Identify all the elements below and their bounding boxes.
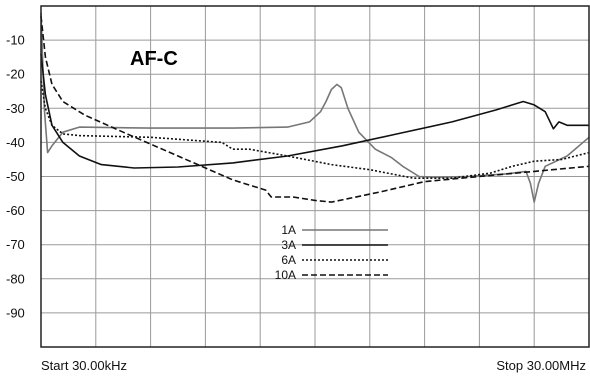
y-tick-label: -20: [6, 67, 25, 82]
y-tick-label: -70: [6, 237, 25, 252]
y-tick-label: -50: [6, 169, 25, 184]
x-start-label: Start 30.00kHz: [41, 358, 127, 373]
chart-title: AF-C: [130, 48, 178, 70]
y-tick-label: -30: [6, 101, 25, 116]
series-lines: [40, 12, 590, 203]
legend-label: 6A: [281, 253, 296, 267]
y-tick-label: -90: [6, 305, 25, 320]
series-line-3a: [40, 53, 589, 169]
grid: [41, 6, 589, 347]
y-tick-label: -40: [6, 135, 25, 150]
y-tick-label: -80: [6, 271, 25, 286]
y-axis-ticks: -10 -20 -30 -40 -50 -60 -70 -80 -90: [6, 33, 25, 321]
legend-label: 10A: [275, 268, 296, 282]
frequency-response-chart: -10 -20 -30 -40 -50 -60 -70 -80 -90 AF-C 1A3A6A1…: [6, 5, 590, 348]
plot-border: [40, 5, 590, 348]
y-tick-label: -10: [6, 33, 25, 48]
series-line-1a: [40, 12, 590, 203]
y-tick-label: -60: [6, 203, 25, 218]
x-stop-label: Stop 30.00MHz: [496, 358, 586, 373]
series-line-10a: [40, 16, 590, 203]
legend-label: 3A: [281, 238, 296, 252]
legend-label: 1A: [281, 223, 296, 237]
